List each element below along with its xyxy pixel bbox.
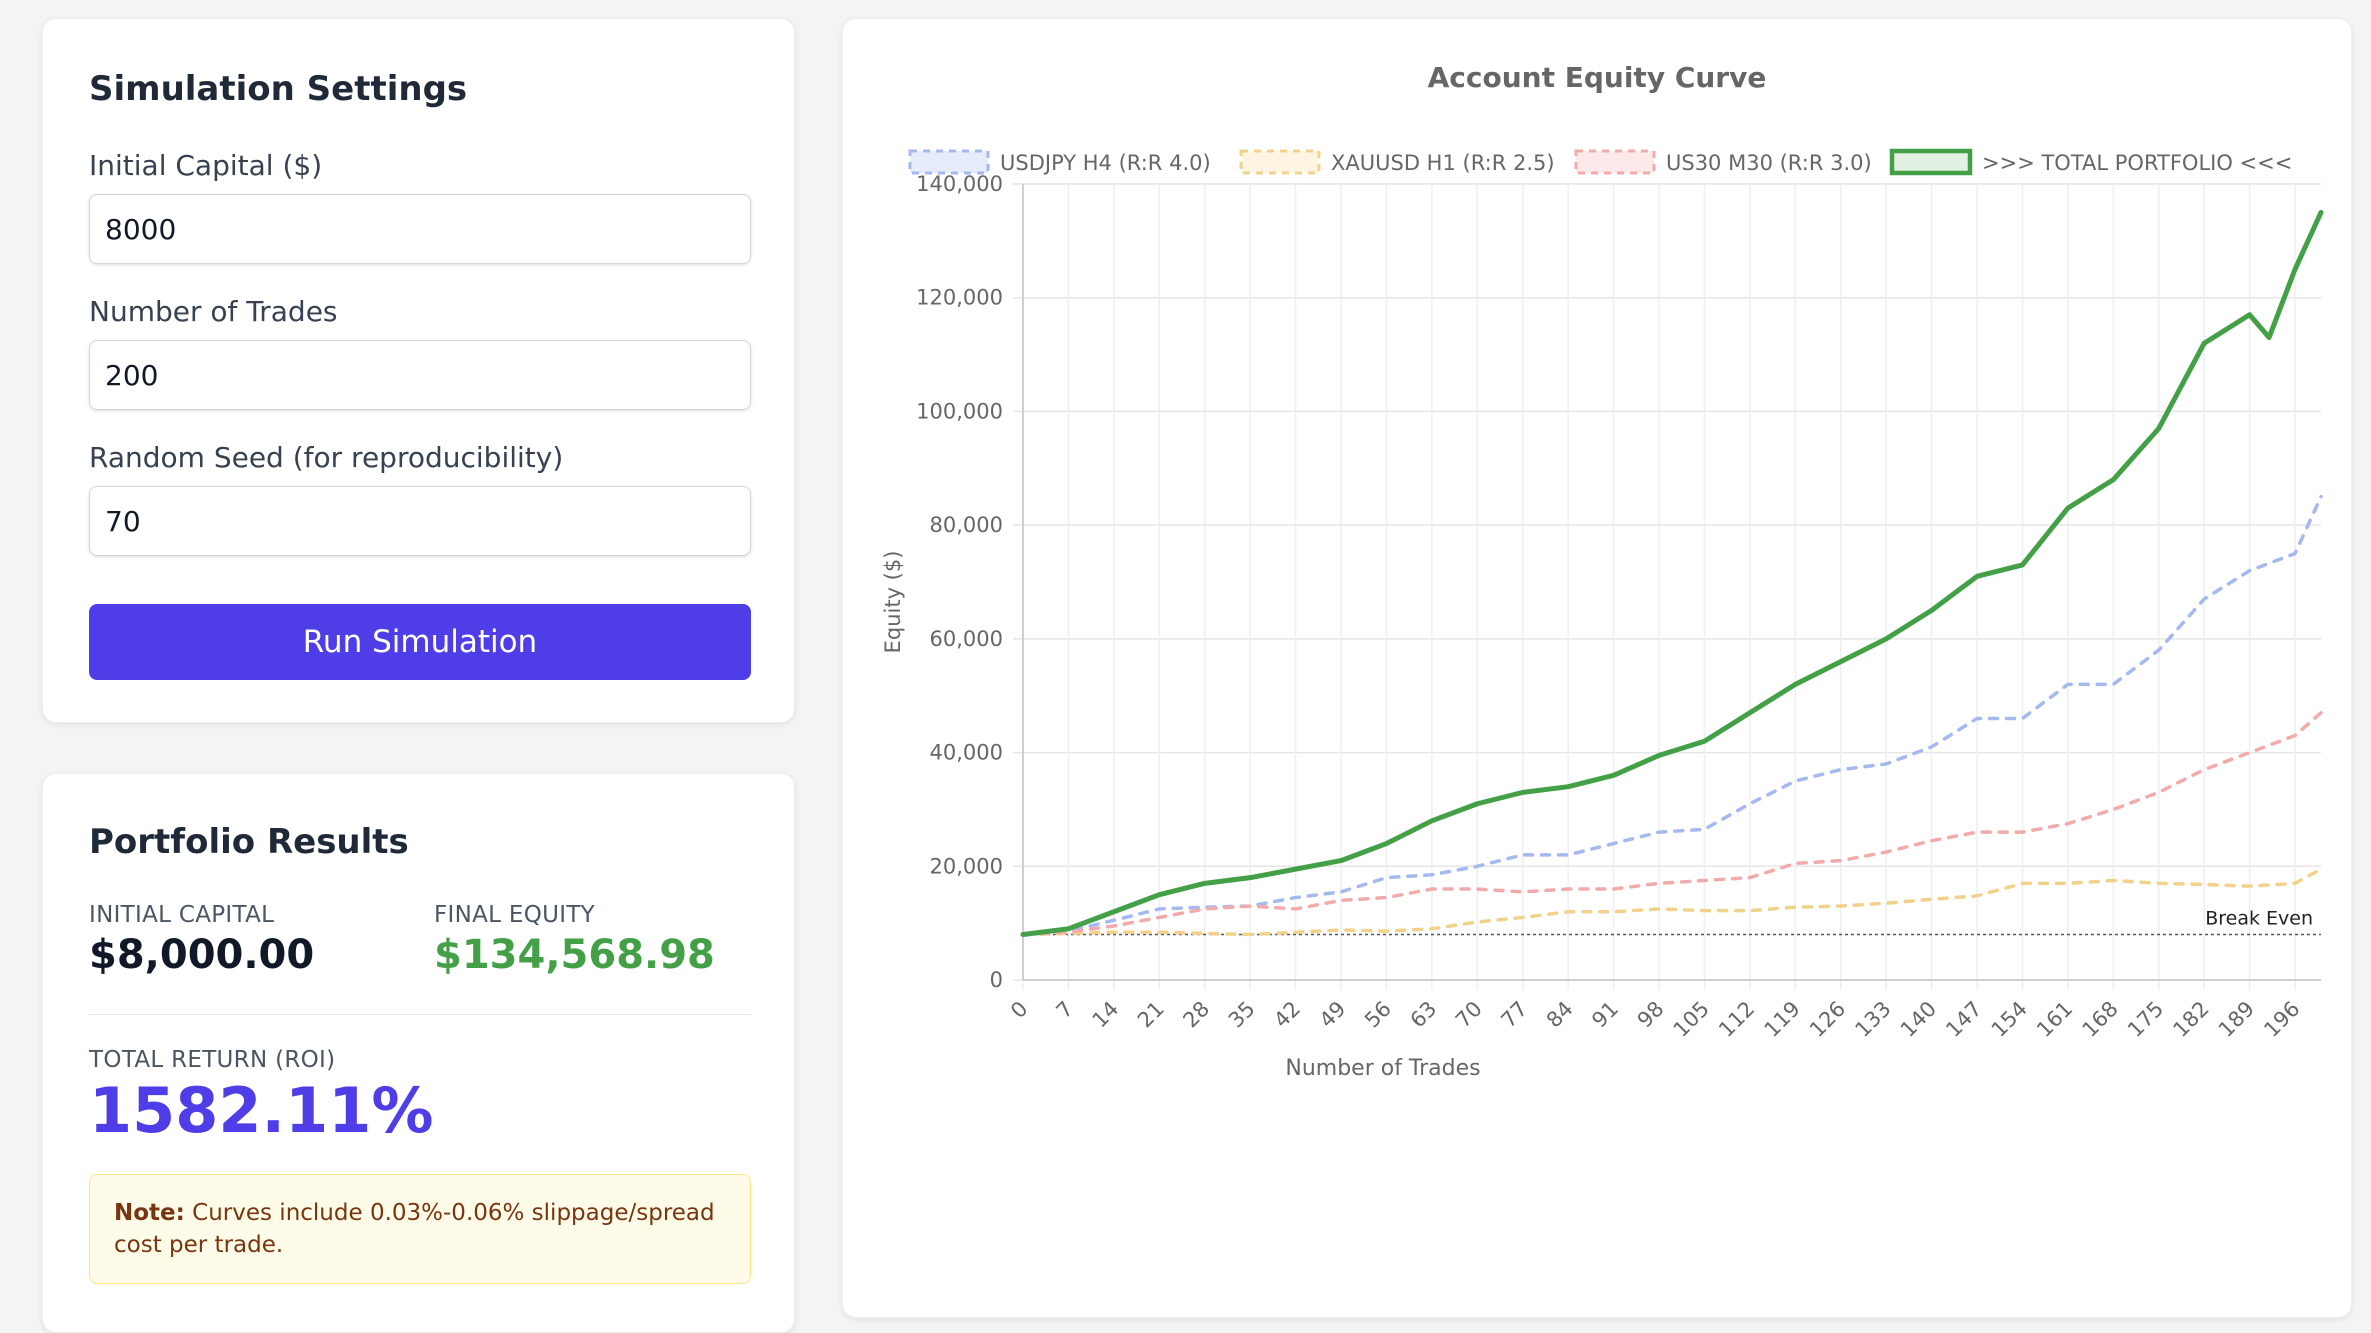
x-tick-label: 182 [2168,997,2213,1042]
final-equity-stat-value: $134,568.98 [434,932,715,978]
equity-chart: Account Equity Curve USDJPY H4 (R:R 4.0)… [881,61,2324,1081]
note-label: Note: [114,1200,185,1226]
x-tick-label: 7 [1052,997,1078,1023]
run-simulation-button[interactable]: Run Simulation [89,604,751,680]
legend-swatch [1574,149,1656,175]
settings-title: Simulation Settings [89,69,468,109]
number-of-trades-input[interactable] [89,340,751,410]
x-tick-label: 196 [2259,997,2304,1042]
series-line [1020,209,2324,938]
x-tick-label: 133 [1850,997,1895,1042]
note-text: Curves include 0.03%-0.06% slippage/spre… [114,1200,715,1258]
x-tick-label: 168 [2078,997,2123,1042]
x-axis-ticks: 0 7 14 21 28 35 42 49 56 63 70 77 84 91 98 105 112 119 126… [1006,997,2304,1042]
x-tick-label: 140 [1896,997,1941,1042]
results-title: Portfolio Results [89,822,409,862]
chart-series [1020,209,2324,938]
random-seed-label: Random Seed (for reproducibility) [89,441,564,474]
x-tick-label: 84 [1542,997,1578,1033]
final-equity-stat-label: FINAL EQUITY [434,902,596,928]
series-line [1021,711,2323,937]
break-even-label: Break Even [2205,908,2313,930]
x-tick-label: 126 [1805,997,1850,1042]
y-tick-label: 80,000 [930,513,1003,537]
chart-legend: USDJPY H4 (R:R 4.0) XAUUSD H1 (R:R 2.5) US… [908,148,2292,176]
x-tick-label: 49 [1315,997,1351,1033]
x-tick-label: 112 [1714,997,1759,1042]
x-tick-label: 56 [1360,997,1396,1033]
legend-label: USDJPY H4 (R:R 4.0) [1000,151,1211,175]
chart-title: Account Equity Curve [1428,61,1767,94]
x-tick-label: 161 [2032,997,2077,1042]
results-divider [89,1014,751,1015]
x-tick-label: 175 [2123,997,2168,1042]
x-tick-label: 105 [1669,997,1714,1042]
legend-label: US30 M30 (R:R 3.0) [1666,151,1872,175]
x-tick-label: 70 [1451,997,1487,1033]
legend-label: >>> TOTAL PORTFOLIO <<< [1982,151,2292,175]
simulation-settings-card: Simulation Settings Initial Capital ($) … [42,18,795,723]
legend-swatch [1239,149,1321,175]
series-line [1021,867,2323,937]
initial-capital-stat-value: $8,000.00 [89,932,315,978]
x-tick-label: 147 [1941,997,1986,1042]
y-axis-ticks: 0 20,000 40,000 60,000 80,000 100,000 120,000 1… [916,172,1003,992]
x-tick-label: 154 [1987,997,2032,1042]
x-tick-label: 28 [1178,997,1214,1033]
series-line [1021,494,2323,937]
y-tick-label: 0 [990,968,1003,992]
number-of-trades-label: Number of Trades [89,295,338,328]
y-tick-label: 40,000 [930,741,1003,765]
x-tick-label: 42 [1269,997,1305,1033]
y-tick-label: 120,000 [916,286,1003,310]
x-tick-label: 77 [1496,997,1532,1033]
x-tick-label: 21 [1133,997,1169,1033]
initial-capital-label: Initial Capital ($) [89,149,323,182]
roi-stat-value: 1582.11% [89,1074,434,1147]
x-tick-label: 91 [1587,997,1623,1033]
y-tick-label: 60,000 [930,627,1003,651]
portfolio-results-card: Portfolio Results INITIAL CAPITAL $8,000… [42,773,795,1333]
x-tick-label: 63 [1406,997,1442,1033]
x-tick-label: 189 [2214,997,2259,1042]
equity-chart-card: Account Equity Curve USDJPY H4 (R:R 4.0)… [842,18,2352,1318]
y-tick-label: 20,000 [930,854,1003,878]
y-tick-label: 140,000 [916,172,1003,196]
x-tick-label: 0 [1006,997,1032,1023]
slippage-note: Note: Curves include 0.03%-0.06% slippag… [89,1174,751,1284]
x-tick-label: 35 [1224,997,1260,1033]
x-tick-label: 119 [1760,997,1805,1042]
y-tick-label: 100,000 [916,399,1003,423]
initial-capital-stat-label: INITIAL CAPITAL [89,902,275,928]
legend-swatch [1889,148,1973,176]
legend-label: XAUUSD H1 (R:R 2.5) [1331,151,1555,175]
legend-swatch [908,149,990,175]
x-tick-label: 14 [1088,997,1124,1033]
y-axis-title: Equity ($) [881,551,905,654]
initial-capital-input[interactable] [89,194,751,264]
chart-grid: Break Even [1013,183,2321,990]
roi-stat-label: TOTAL RETURN (ROI) [89,1047,336,1073]
x-tick-label: 98 [1633,997,1669,1033]
x-axis-title: Number of Trades [1285,1056,1480,1081]
random-seed-input[interactable] [89,486,751,556]
